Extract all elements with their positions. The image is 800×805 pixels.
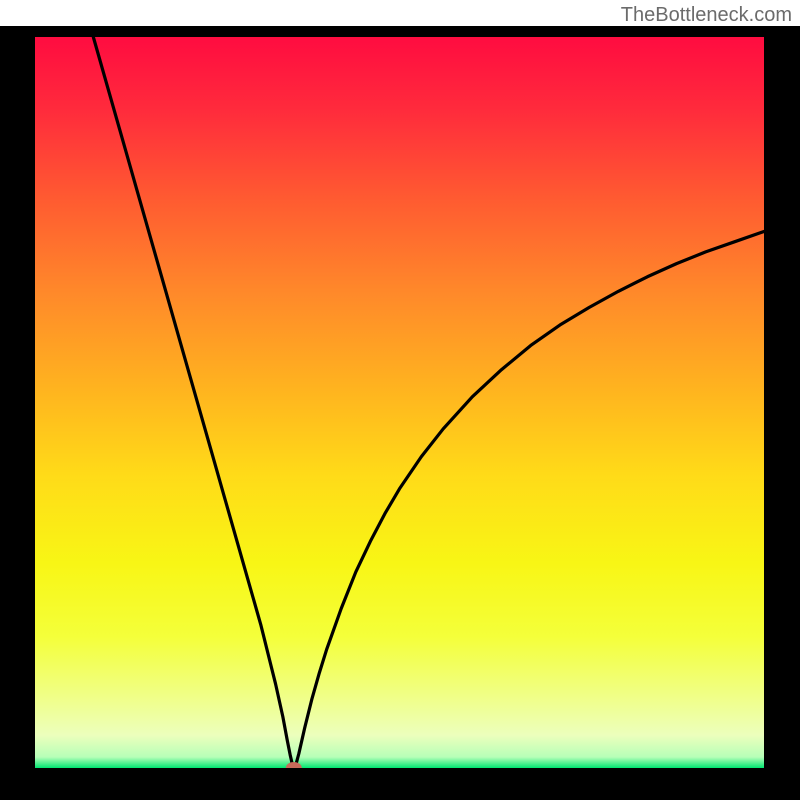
chart-svg bbox=[0, 0, 800, 800]
bottleneck-chart bbox=[0, 0, 800, 800]
watermark-text: TheBottleneck.com bbox=[621, 4, 792, 27]
